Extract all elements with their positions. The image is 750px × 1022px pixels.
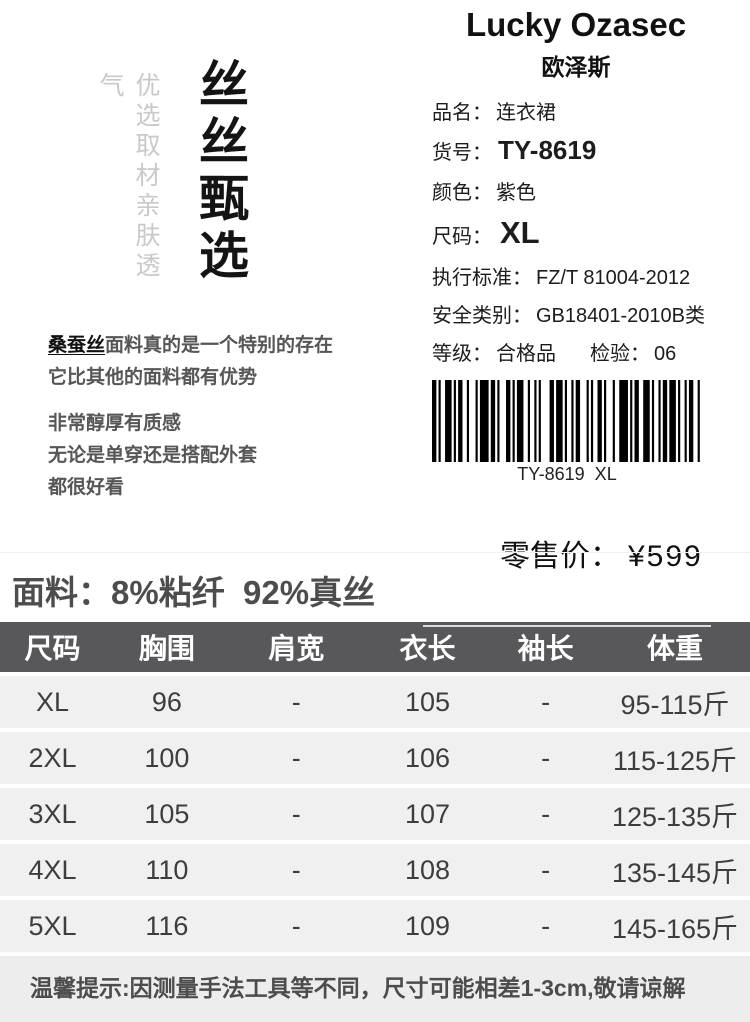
spec-label: 执行标准：: [432, 267, 532, 289]
cell-length: 106: [404, 742, 451, 773]
cell-weight: 145-165斤: [611, 913, 739, 944]
cell-bust: 110: [145, 854, 189, 885]
table-header-cell: 胸围: [138, 633, 195, 664]
cell-sleeve: -: [541, 798, 551, 829]
description-line: 它比其他的面料都有优势: [48, 367, 258, 388]
fabric-composition-section: 面料：8%粘纤 92%真丝: [0, 552, 750, 622]
spec-label: 货号：: [432, 142, 492, 164]
cell-bust: 105: [144, 798, 190, 829]
spec-row-standard: 执行标准： FZ/T 81004-2012: [432, 261, 732, 290]
description-line: 桑蚕丝面料真的是一个特别的存在: [48, 335, 334, 356]
fabric-description: 桑蚕丝面料真的是一个特别的存在 它比其他的面料都有优势 非常醇厚有质感 无论是单…: [48, 330, 388, 504]
cell-sleeve: -: [541, 686, 551, 717]
table-row: 4XL 110 - 108 - 135-145斤: [0, 844, 750, 896]
cell-size: XL: [35, 686, 70, 717]
table-body: XL 96 - 105 - 95-115斤 2XL 100 - 106 - 11…: [0, 676, 750, 952]
table-row: 5XL 116 - 109 - 145-165斤: [0, 900, 750, 952]
barcode-text: TY-8619 XL: [517, 464, 617, 484]
table-header-cell: 体重: [646, 633, 703, 664]
spec-value: FZ/T 81004-2012: [536, 267, 691, 289]
table-row: 2XL 100 - 106 - 115-125斤: [0, 732, 750, 784]
vertical-brand-name: 丝丝甄选: [191, 58, 250, 286]
spec-list: 品名： 连衣裙 货号： TY-8619 颜色： 紫色 尺码： XL 执行标准：: [420, 96, 732, 366]
cell-size: 5XL: [28, 910, 77, 941]
spec-label: 检验：: [590, 343, 650, 365]
spec-row-safety: 安全类别： GB18401-2010B类: [432, 299, 732, 328]
table-header-cell: 肩宽: [268, 633, 325, 664]
size-chart-table: 尺码 胸围 肩宽 衣长 袖长 体重 XL 96 - 105 -: [0, 622, 750, 952]
cell-shoulder: -: [291, 686, 301, 717]
vertical-slogan: 优选取材亲肤透气: [96, 72, 160, 282]
cell-shoulder: -: [291, 910, 301, 941]
description-line: 非常醇厚有质感: [48, 413, 182, 434]
price-label: 零售价：: [499, 540, 620, 573]
table-header-row: 尺码 胸围 肩宽 衣长 袖长 体重: [0, 622, 750, 672]
cell-shoulder: -: [291, 798, 301, 829]
brand-subtitle: 欧泽斯: [541, 54, 611, 80]
table-header-cell: 袖长: [517, 633, 574, 664]
spec-label: 品名：: [432, 102, 492, 124]
cell-weight: 135-145斤: [611, 857, 739, 888]
cell-shoulder: -: [291, 854, 301, 885]
spec-label: 等级：: [432, 343, 492, 365]
top-section: 优选取材亲肤透气 丝丝甄选 桑蚕丝面料真的是一个特别的存在 它比其他的面料都有优…: [48, 6, 711, 627]
highlight-term: 桑蚕丝: [48, 335, 106, 356]
table-header-cell: 衣长: [399, 633, 456, 664]
barcode-bars: [432, 380, 700, 462]
spec-label: 颜色：: [432, 182, 492, 204]
cell-length: 109: [404, 910, 451, 941]
notice-text: 温馨提示:因测量手法工具等不同，尺寸可能相差1-3cm,敬请谅解: [30, 975, 686, 1001]
spec-label: 尺码：: [432, 226, 492, 248]
cell-weight: 95-115斤: [620, 689, 730, 720]
cell-sleeve: -: [541, 742, 551, 773]
spec-value: 紫色: [496, 182, 536, 204]
cell-bust: 100: [144, 742, 190, 773]
cell-length: 105: [404, 686, 451, 717]
notice-bar: 温馨提示:因测量手法工具等不同，尺寸可能相差1-3cm,敬请谅解: [0, 956, 750, 1022]
vertical-brand-block: 优选取材亲肤透气 丝丝甄选: [92, 58, 256, 308]
description-line: 无论是单穿还是搭配外套: [48, 445, 258, 466]
cell-sleeve: -: [541, 854, 551, 885]
label-panel: Lucky Ozasec 欧泽斯 品名： 连衣裙 货号： TY-8619 颜色：…: [420, 6, 732, 627]
spec-value: XL: [500, 215, 540, 250]
spec-value: 合格品: [496, 343, 556, 365]
table-header-cell: 尺码: [24, 633, 81, 664]
cell-size: 3XL: [28, 798, 77, 829]
table-row: 3XL 105 - 107 - 125-135斤: [0, 788, 750, 840]
spec-row-name: 品名： 连衣裙: [432, 96, 732, 125]
cell-weight: 125-135斤: [611, 801, 739, 832]
divider-line: [423, 625, 711, 627]
spec-value: 06: [654, 343, 677, 365]
cell-size: 2XL: [28, 742, 77, 773]
cell-length: 107: [404, 798, 451, 829]
brand-title: Lucky Ozasec: [465, 6, 687, 43]
cell-bust: 116: [145, 910, 189, 941]
spec-label: 安全类别：: [432, 305, 532, 327]
table-row: XL 96 - 105 - 95-115斤: [0, 676, 750, 728]
cell-length: 108: [404, 854, 451, 885]
spec-value: GB18401-2010B类: [536, 305, 706, 327]
retail-price: 零售价： ¥599: [420, 497, 716, 609]
cell-bust: 96: [151, 686, 182, 717]
spec-row-grade: 等级： 合格品 检验： 06: [432, 337, 732, 366]
barcode-image: [432, 380, 702, 462]
description-line: 都很好看: [48, 477, 125, 498]
spec-value: TY-8619: [498, 135, 597, 165]
cell-shoulder: -: [291, 742, 301, 773]
fabric-composition: 面料：8%粘纤 92%真丝: [12, 574, 376, 611]
spec-row-size: 尺码： XL: [432, 215, 732, 251]
spec-row-sku: 货号： TY-8619: [432, 135, 732, 166]
spec-row-color: 颜色： 紫色: [432, 176, 732, 205]
price-value: ¥599: [627, 540, 703, 573]
cell-weight: 115-125斤: [612, 745, 738, 776]
cell-size: 4XL: [28, 854, 77, 885]
spec-value: 连衣裙: [496, 102, 556, 124]
cell-sleeve: -: [541, 910, 551, 941]
